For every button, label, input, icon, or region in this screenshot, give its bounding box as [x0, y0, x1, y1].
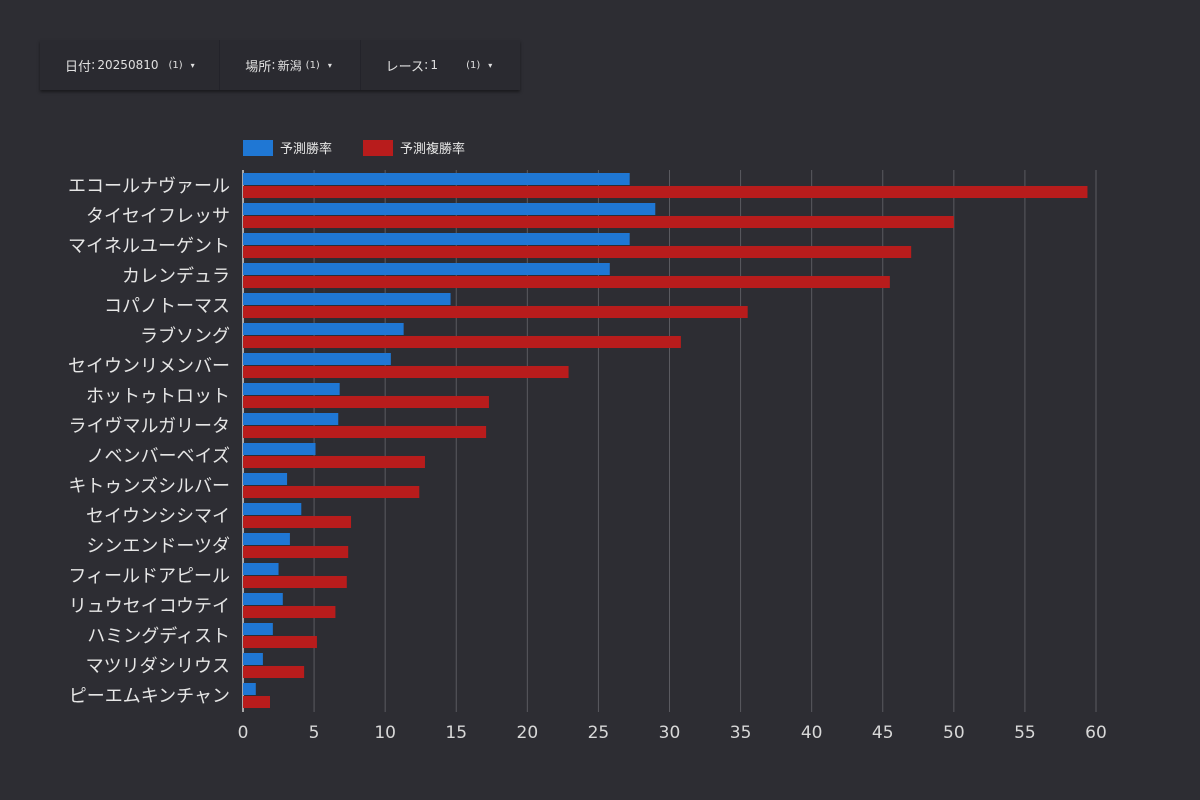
category-label: ホットゥトロット [86, 386, 230, 407]
bar-win-rate[interactable] [243, 413, 339, 425]
chart-grid [242, 170, 1097, 712]
legend-swatch[interactable] [243, 140, 273, 156]
category-label: エコールナヴァール [68, 176, 230, 197]
bar-place-rate[interactable] [243, 306, 748, 318]
chart-bars [243, 173, 1088, 708]
bar-place-rate[interactable] [243, 606, 336, 618]
bar-place-rate[interactable] [243, 666, 305, 678]
bar-win-rate[interactable] [243, 293, 451, 305]
x-tick-label: 25 [588, 723, 610, 743]
bar-win-rate[interactable] [243, 203, 656, 215]
x-tick-label: 5 [309, 723, 320, 743]
date-filter-count: (1) [168, 59, 183, 71]
bar-win-rate[interactable] [243, 593, 283, 605]
bar-win-rate[interactable] [243, 473, 288, 485]
category-label: タイセイフレッサ [86, 206, 230, 227]
category-label: ラブソング [140, 325, 230, 347]
category-label: リュウセイコウテイ [69, 596, 230, 617]
chart-category-labels: エコールナヴァールタイセイフレッサマイネルユーゲントカレンデュラコパノトーマスラ… [68, 176, 230, 707]
category-label: カレンデュラ [122, 266, 230, 287]
bar-place-rate[interactable] [243, 546, 349, 558]
chart-legend: 予測勝率 予測複勝率 [243, 140, 465, 157]
x-tick-label: 50 [943, 723, 965, 743]
category-label: セイウンシシマイ [86, 506, 230, 527]
bar-win-rate[interactable] [243, 623, 273, 635]
x-tick-label: 30 [659, 723, 681, 743]
bar-place-rate[interactable] [243, 576, 347, 588]
x-tick-label: 15 [445, 723, 467, 743]
chevron-down-icon: ▾ [488, 60, 493, 70]
bar-win-rate[interactable] [243, 653, 263, 665]
date-filter-value: 20250810 [97, 58, 159, 72]
category-label: ノベンバーベイズ [87, 446, 230, 467]
bar-place-rate[interactable] [243, 186, 1088, 198]
bar-place-rate[interactable] [243, 366, 569, 378]
bar-win-rate[interactable] [243, 503, 302, 515]
x-tick-label: 0 [238, 723, 249, 743]
bar-win-rate[interactable] [243, 683, 256, 695]
bar-win-rate[interactable] [243, 383, 340, 395]
legend-label: 予測勝率 [280, 141, 332, 157]
category-label: ライヴマルガリータ [69, 416, 230, 437]
chevron-down-icon: ▾ [327, 60, 332, 70]
legend-label: 予測複勝率 [400, 141, 465, 157]
x-tick-label: 60 [1085, 723, 1107, 743]
bar-win-rate[interactable] [243, 233, 630, 245]
venue-filter[interactable]: 場所: 新潟 (1) ▾ [220, 40, 361, 90]
venue-filter-label: 場所 [245, 59, 272, 75]
category-label: ハミングディスト [87, 626, 230, 647]
race-filter-count: (1) [466, 59, 481, 71]
bar-place-rate[interactable] [243, 426, 487, 438]
category-label: マツリダシリウス [86, 656, 230, 677]
category-label: セイウンリメンバー [68, 356, 230, 377]
x-tick-label: 20 [517, 723, 539, 743]
category-label: マイネルユーゲント [68, 236, 230, 257]
x-tick-label: 45 [872, 723, 894, 743]
date-filter[interactable]: 日付: 20250810 (1) ▾ [40, 40, 221, 90]
bar-win-rate[interactable] [243, 173, 630, 185]
filter-bar: 日付: 20250810 (1) ▾ 場所: 新潟 (1) ▾ レース: 1 (… [40, 40, 520, 90]
legend-swatch[interactable] [363, 140, 393, 156]
venue-filter-value: 新潟 [277, 58, 302, 73]
bar-place-rate[interactable] [243, 516, 352, 528]
bar-place-rate[interactable] [243, 216, 954, 228]
bar-place-rate[interactable] [243, 636, 317, 648]
venue-filter-count: (1) [305, 59, 320, 71]
x-tick-label: 40 [801, 723, 823, 743]
category-label: キトゥンズシルバー [68, 476, 230, 497]
category-label: コパノトーマス [104, 296, 230, 317]
race-filter-label: レース [385, 59, 425, 75]
bar-win-rate[interactable] [243, 263, 610, 275]
bar-win-rate[interactable] [243, 533, 290, 545]
race-filter[interactable]: レース: 1 (1) ▾ [385, 57, 493, 75]
bar-place-rate[interactable] [243, 486, 420, 498]
bar-place-rate[interactable] [243, 336, 681, 348]
bar-place-rate[interactable] [243, 456, 425, 468]
bar-place-rate[interactable] [243, 246, 912, 258]
chevron-down-icon: ▾ [190, 60, 195, 70]
bar-win-rate[interactable] [243, 323, 404, 335]
bar-win-rate[interactable] [243, 563, 279, 575]
bar-place-rate[interactable] [243, 396, 489, 408]
category-label: ピーエムキンチャン [69, 686, 230, 707]
bar-win-rate[interactable] [243, 443, 316, 455]
date-filter-label: 日付 [65, 59, 92, 75]
x-tick-label: 10 [374, 723, 396, 743]
bar-place-rate[interactable] [243, 276, 890, 288]
bar-place-rate[interactable] [243, 696, 271, 708]
chart-x-ticks: 0 5 10 15 20 25 30 35 40 45 50 55 60 [238, 723, 1107, 743]
category-label: シンエンドーツダ [86, 536, 230, 557]
race-filter-value: 1 [430, 58, 439, 72]
x-tick-label: 35 [730, 723, 752, 743]
x-tick-label: 55 [1014, 723, 1036, 743]
category-label: フィールドアピール [68, 566, 230, 587]
bar-win-rate[interactable] [243, 353, 391, 365]
